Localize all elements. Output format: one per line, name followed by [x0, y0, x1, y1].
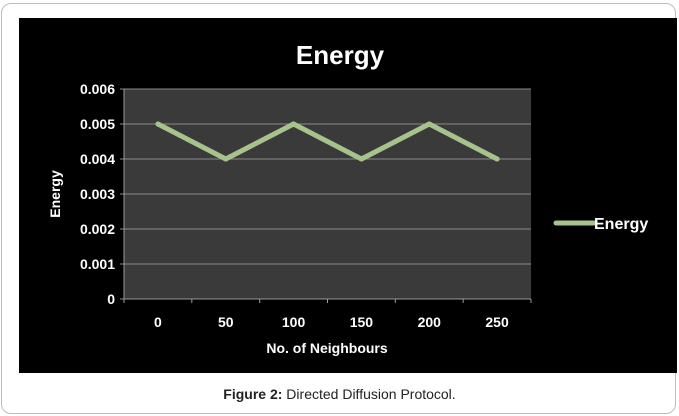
- y-tick-label: 0: [107, 291, 115, 307]
- caption-text: Directed Diffusion Protocol.: [282, 386, 456, 402]
- legend-label-energy: Energy: [594, 216, 648, 233]
- caption-label: Figure 2:: [223, 386, 283, 402]
- y-tick-label: 0.005: [80, 116, 115, 132]
- x-tick-label: 100: [282, 314, 306, 330]
- x-tick-labels: 0 50 100 150 200 250: [154, 314, 509, 330]
- y-axis-label: Energy: [47, 170, 63, 218]
- x-axis-label: No. of Neighbours: [266, 340, 388, 356]
- x-tick-label: 150: [350, 314, 374, 330]
- y-tick-label: 0.003: [80, 186, 115, 202]
- y-tick-label: 0.006: [80, 81, 115, 97]
- y-tick-label: 0.001: [80, 256, 115, 272]
- x-tick-label: 250: [485, 314, 509, 330]
- x-tick-label: 200: [418, 314, 442, 330]
- axes: [123, 89, 532, 303]
- data-point: [426, 121, 432, 127]
- x-tick-label: 50: [218, 314, 234, 330]
- data-point: [223, 156, 229, 162]
- data-point: [155, 121, 161, 127]
- line-chart: 0 0.001 0.002 0.003 0.004 0.005 0.006 0 50 100 15…: [47, 40, 648, 356]
- legend: Energy: [553, 216, 648, 233]
- grid-lines: [120, 88, 531, 300]
- series-lines: [155, 121, 500, 162]
- y-tick-labels: 0 0.001 0.002 0.003 0.004 0.005 0.006: [80, 81, 115, 307]
- data-point: [291, 121, 297, 127]
- data-point: [494, 156, 500, 162]
- y-tick-label: 0.002: [80, 221, 115, 237]
- data-point: [358, 156, 364, 162]
- figure-caption: Figure 2: Directed Diffusion Protocol.: [0, 386, 679, 402]
- series-line-energy: [155, 121, 500, 162]
- y-tick-label: 0.004: [80, 151, 115, 167]
- x-tick-label: 0: [154, 314, 162, 330]
- chart-title: Energy: [296, 40, 385, 70]
